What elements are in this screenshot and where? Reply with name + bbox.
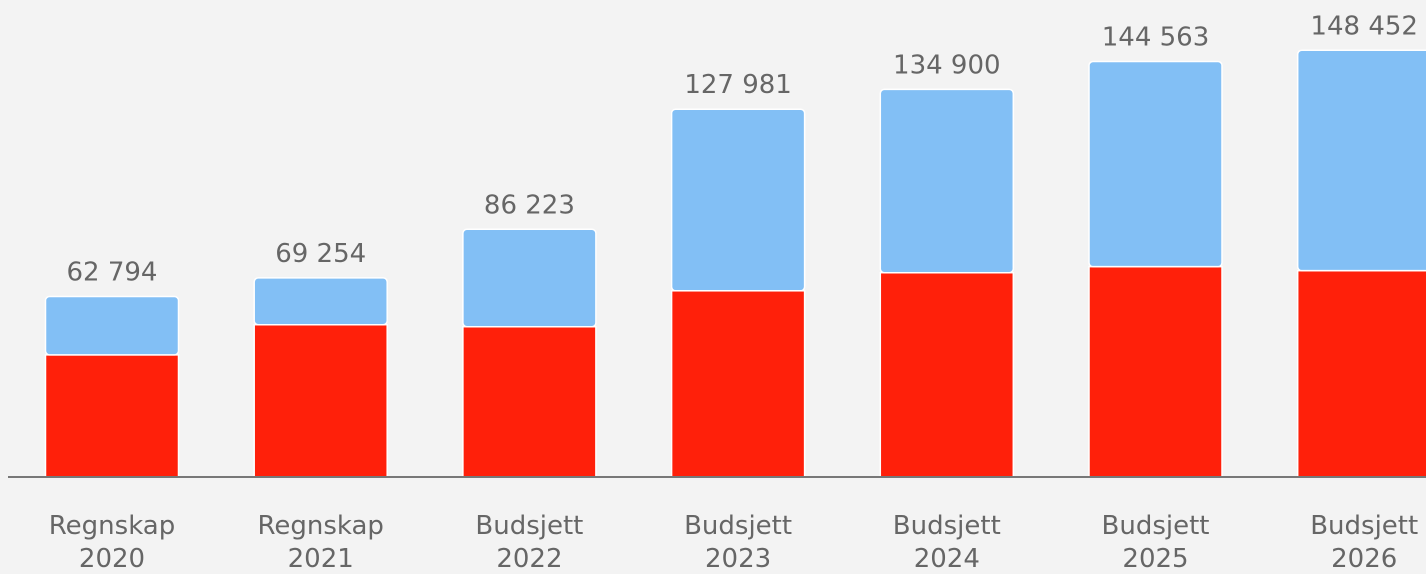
x-tick-label-line: Budsjett (1310, 511, 1418, 541)
x-tick-label-line: 2023 (705, 544, 771, 574)
x-tick-label: Budsjett 2023 (684, 511, 792, 574)
x-tick-label: Regnskap 2020 (49, 511, 175, 574)
x-tick-label: Budsjett 2026 (1310, 511, 1418, 574)
bar-segment (879, 88, 1015, 274)
bar-segment (462, 325, 597, 478)
bar-segment (462, 228, 597, 328)
x-tick-label-line: 2026 (1331, 544, 1397, 574)
total-label: 134 900 (893, 50, 1001, 80)
bar-segment (1296, 49, 1426, 272)
total-label: 148 452 (1310, 11, 1418, 41)
bar-segment (253, 323, 388, 478)
total-label: 127 981 (684, 70, 792, 100)
x-tick-label-line: 2025 (1122, 544, 1188, 574)
total-label: 69 254 (275, 239, 366, 269)
x-tick-label-line: Regnskap (49, 511, 175, 541)
total-label: 62 794 (67, 258, 158, 288)
bar-segment (1088, 60, 1223, 268)
x-tick-label-line: Budsjett (475, 511, 583, 541)
x-tick-label: Regnskap 2021 (257, 511, 383, 574)
x-tick-label-line: Budsjett (893, 511, 1001, 541)
x-tick-label-line: 2020 (79, 544, 145, 574)
bar-segment (44, 354, 180, 478)
x-tick-label-line: Budsjett (1102, 511, 1210, 541)
x-tick-label-line: 2021 (288, 544, 354, 574)
x-tick-label-line: 2024 (914, 544, 980, 574)
x-tick-label-line: Regnskap (257, 511, 383, 541)
total-label: 86 223 (484, 190, 575, 220)
total-label: 144 563 (1102, 22, 1210, 52)
bar-segment (670, 290, 806, 478)
bar-segment (1296, 269, 1426, 478)
x-tick-label-line: 2022 (496, 544, 562, 574)
bar-segment (670, 108, 806, 292)
bar-segment (253, 277, 388, 326)
x-tick-label-line: Budsjett (684, 511, 792, 541)
x-tick-label: Budsjett 2025 (1102, 511, 1210, 574)
bar-segment (879, 271, 1015, 478)
x-tick-label: Budsjett 2022 (475, 511, 583, 574)
bar-segment (44, 295, 180, 356)
bar-segment (1088, 265, 1223, 478)
x-tick-label: Budsjett 2024 (893, 511, 1001, 574)
